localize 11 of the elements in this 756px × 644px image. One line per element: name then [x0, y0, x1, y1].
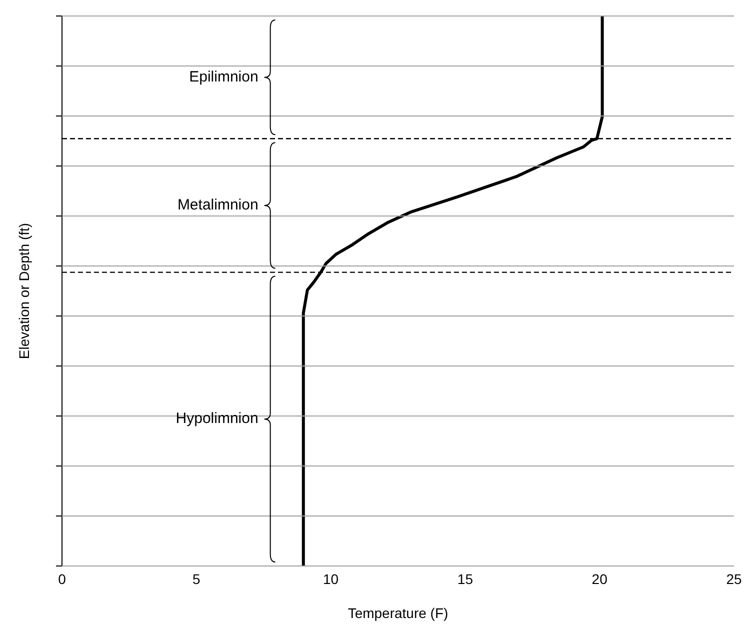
x-tick-label: 5 [192, 570, 200, 587]
x-tick-label: 20 [592, 570, 608, 587]
x-tick-label: 0 [58, 570, 66, 587]
annotation: Hypolimnion [176, 410, 258, 428]
annotation: Metalimnion [177, 196, 258, 214]
x-tick-label: 10 [323, 570, 339, 587]
annotation: Epilimnion [189, 68, 258, 86]
x-tick-label: 15 [457, 570, 474, 587]
x-axis-title: Temperature (F) [348, 605, 448, 621]
x-tick-label: 25 [726, 570, 742, 587]
y-axis-title: Elevation or Depth (ft) [16, 222, 32, 360]
